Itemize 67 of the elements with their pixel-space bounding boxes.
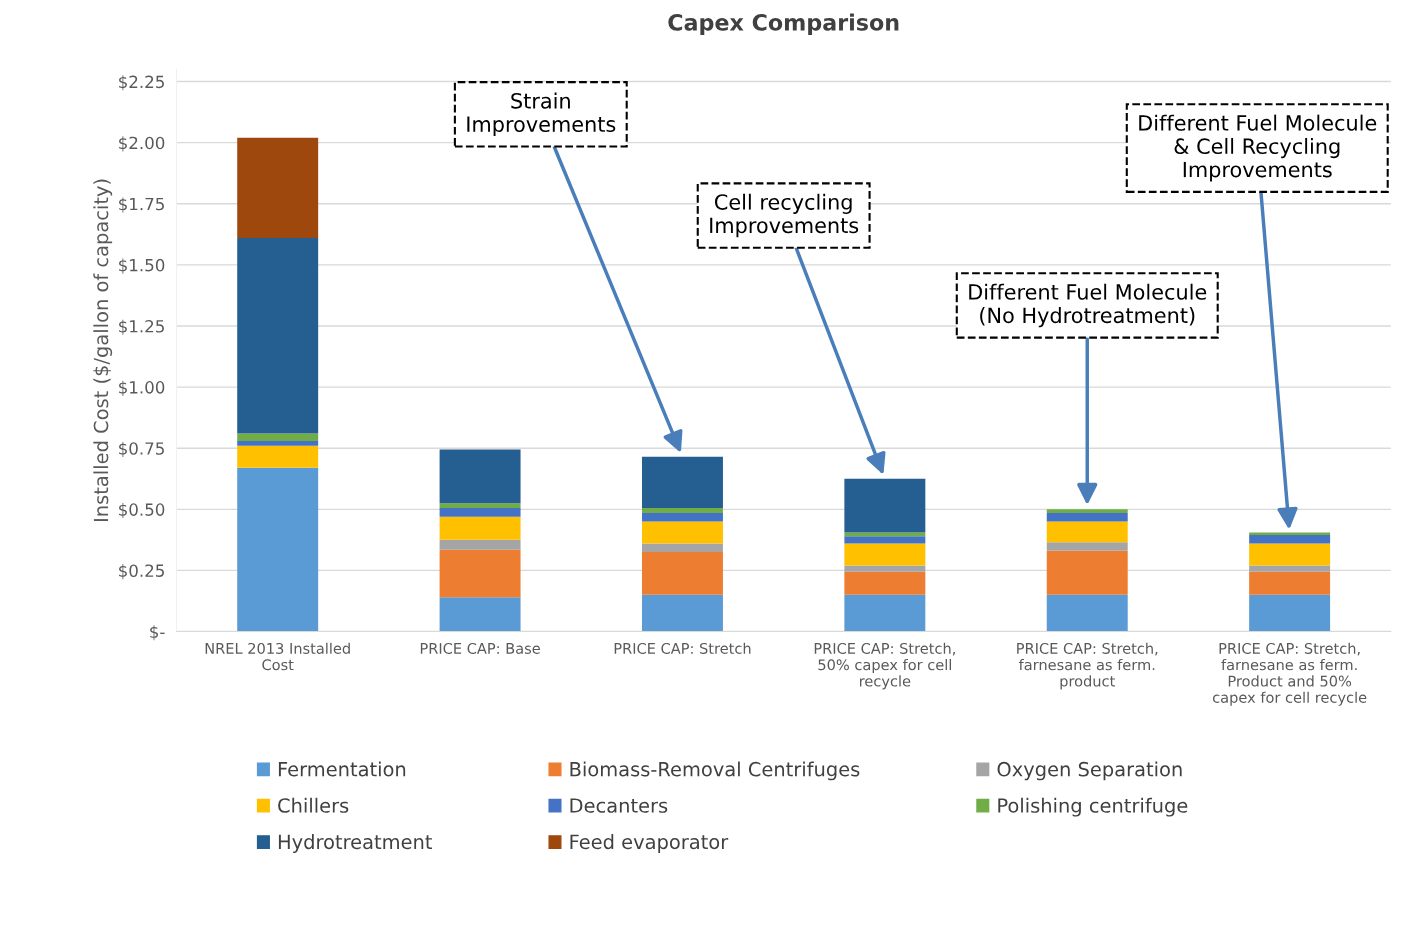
bar [237, 445, 319, 468]
bar [237, 238, 319, 434]
bar [1046, 594, 1128, 632]
bar [237, 467, 319, 632]
y-tick-label: $0.75 [119, 441, 164, 457]
bar [1249, 594, 1331, 632]
y-axis-title: Installed Cost ($/gallon of capacity) [93, 179, 113, 522]
bar [1249, 534, 1331, 544]
legend-label: Fermentation [278, 761, 406, 777]
bar [439, 597, 521, 632]
bar [439, 449, 521, 504]
bar [844, 543, 926, 566]
x-tick-label: PRICE CAP: Stretch, 50% capex for cell recycle [814, 642, 955, 690]
y-tick-label: $1.50 [119, 258, 165, 274]
annotation: Different Fuel Molecule (No Hydrotreatment) [969, 283, 1207, 328]
bar [439, 508, 521, 517]
bar [439, 549, 521, 598]
bar [844, 536, 926, 544]
y-tick-label: $1.75 [119, 197, 164, 213]
bar [1046, 521, 1128, 543]
y-tick-label: $0.25 [119, 564, 164, 580]
legend-label: Chillers [278, 797, 349, 813]
bar [237, 440, 319, 446]
bar [1249, 543, 1331, 566]
bar [439, 503, 521, 509]
bar [844, 478, 926, 533]
bar [844, 594, 926, 632]
x-tick-label: PRICE CAP: Stretch, farnesane as ferm. Product and 50% capex for cell recycle [1212, 642, 1367, 706]
y-tick-label: $2.25 [119, 75, 164, 91]
x-tick-label: PRICE CAP: Stretch, farnesane as ferm. product [1017, 642, 1158, 690]
y-tick-label: $2.00 [119, 136, 165, 152]
bar [844, 571, 926, 595]
bar [1046, 512, 1128, 522]
legend-label: Oxygen Separation [997, 761, 1182, 781]
bar [641, 521, 723, 544]
annotation: Cell recycling Improvements [710, 193, 859, 238]
legend-label: Feed evaporator [570, 834, 729, 853]
bar [1046, 509, 1128, 513]
y-tick-label: $- [150, 625, 165, 641]
bar [1249, 571, 1331, 595]
y-tick-label: $1.25 [119, 319, 164, 335]
annotation: Different Fuel Molecule & Cell Recycling Improvements [1139, 114, 1377, 182]
bar [641, 552, 723, 595]
bar [237, 137, 319, 238]
legend-label: Polishing centrifuge [998, 797, 1188, 817]
bar [641, 508, 723, 513]
bar [844, 565, 926, 572]
legend-label: Hydrotreatment [278, 834, 433, 853]
bar [641, 543, 723, 553]
legend-label: Biomass-Removal Centrifuges [570, 761, 860, 781]
bar [1046, 542, 1128, 551]
bar [1249, 565, 1331, 572]
x-tick-label: PRICE CAP: Stretch [614, 642, 751, 654]
bar [439, 539, 521, 550]
bar [237, 433, 319, 441]
x-tick-label: NREL 2013 Installed Cost [205, 642, 350, 671]
bar [641, 456, 723, 509]
y-tick-label: $0.50 [119, 502, 165, 519]
x-tick-label: PRICE CAP: Base [420, 642, 540, 654]
legend-label: Decanters [570, 798, 668, 813]
chart-title: Capex Comparison [668, 13, 899, 36]
y-tick-label: $1.00 [119, 380, 165, 396]
bar [641, 594, 723, 632]
bar [1046, 550, 1128, 595]
bar [439, 516, 521, 540]
bar [641, 512, 723, 522]
annotation: Strain Improvements [467, 92, 616, 137]
